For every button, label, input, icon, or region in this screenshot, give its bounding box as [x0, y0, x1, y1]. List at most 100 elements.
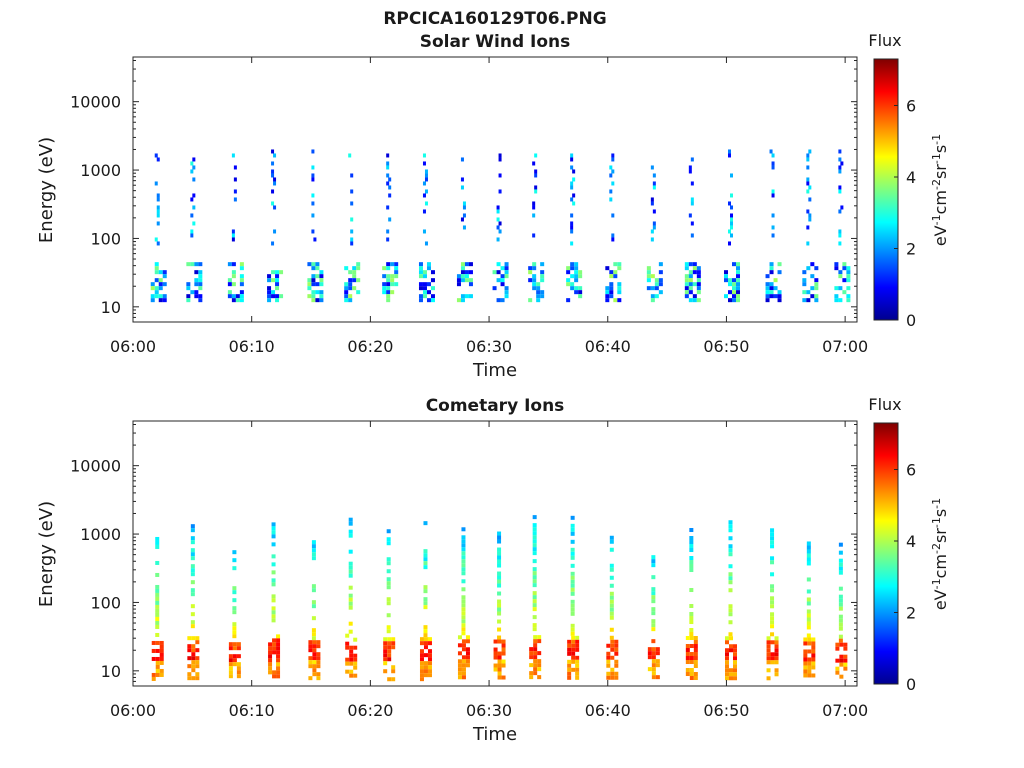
heatmap-cell	[652, 173, 656, 178]
heatmap-cell	[316, 672, 321, 677]
x-axis-label: Time	[472, 724, 517, 745]
heatmap-cell	[468, 262, 473, 267]
heatmap-cell	[231, 282, 236, 287]
heatmap-cell	[532, 205, 536, 210]
heatmap-cell	[312, 652, 317, 657]
heatmap-cell	[311, 262, 316, 267]
heatmap-cell	[461, 663, 466, 668]
heatmap-cell	[349, 673, 354, 678]
heatmap-cell	[311, 552, 316, 557]
heatmap-cell	[353, 661, 358, 666]
heatmap-cell	[651, 639, 656, 644]
heatmap-cell	[352, 274, 357, 279]
heatmap-cell	[575, 643, 580, 648]
heatmap-cell	[272, 674, 277, 679]
heatmap-cell	[533, 647, 538, 652]
heatmap-cell	[268, 646, 273, 651]
heatmap-cell	[423, 637, 428, 642]
heatmap-cell	[427, 669, 432, 674]
colorbar-tick-label: 4	[906, 532, 916, 551]
heatmap-cell	[774, 648, 779, 653]
heatmap-cell	[311, 632, 316, 637]
heatmap-cell	[388, 177, 392, 182]
heatmap-cell	[606, 671, 611, 676]
heatmap-cell	[271, 189, 275, 194]
heatmap-cell	[501, 651, 506, 656]
heatmap-cell	[574, 290, 579, 295]
heatmap-cell	[271, 614, 276, 619]
heatmap-cell	[194, 262, 199, 267]
heatmap-cell	[311, 201, 315, 206]
heatmap-cell	[806, 553, 811, 558]
heatmap-cell	[609, 599, 614, 604]
heatmap-cell	[685, 648, 690, 653]
heatmap-cell	[271, 278, 276, 283]
heatmap-cell	[231, 153, 235, 158]
heatmap-cell	[308, 644, 313, 649]
heatmap-cell	[688, 274, 693, 279]
heatmap-cell	[233, 177, 237, 182]
heatmap-cell	[613, 270, 618, 275]
heatmap-cell	[838, 618, 843, 623]
heatmap-cell	[423, 561, 428, 566]
heatmap-cell	[504, 294, 509, 299]
heatmap-cell	[532, 278, 537, 283]
heatmap-cell	[387, 641, 392, 646]
heatmap-cell	[382, 290, 387, 295]
heatmap-cell	[688, 169, 692, 174]
heatmap-cell	[418, 282, 423, 287]
heatmap-cell	[646, 266, 651, 271]
heatmap-cell	[567, 643, 572, 648]
heatmap-cell	[834, 266, 839, 271]
heatmap-cell	[187, 644, 192, 649]
heatmap-cell	[155, 596, 160, 601]
heatmap-cell	[838, 286, 843, 291]
heatmap-cell	[685, 644, 690, 649]
heatmap-cell	[311, 213, 315, 218]
heatmap-cell	[684, 294, 689, 299]
heatmap-cell	[353, 673, 358, 678]
heatmap-cell	[236, 666, 241, 671]
heatmap-cell	[808, 197, 812, 202]
heatmap-cell	[356, 262, 361, 267]
heatmap-cell	[724, 278, 729, 283]
heatmap-cell	[383, 637, 388, 642]
heatmap-cell	[461, 627, 466, 632]
heatmap-cell	[461, 539, 466, 544]
heatmap-cell	[838, 241, 842, 246]
heatmap-cell	[570, 523, 575, 528]
heatmap-cell	[423, 629, 428, 634]
heatmap-cell	[769, 266, 774, 271]
heatmap-cell	[227, 294, 232, 299]
heatmap-cell	[497, 627, 502, 632]
heatmap-cell	[155, 664, 160, 669]
heatmap-cell	[390, 262, 395, 267]
heatmap-cell	[344, 286, 349, 291]
heatmap-cell	[693, 656, 698, 661]
heatmap-cell	[693, 652, 698, 657]
heatmap-cell	[273, 153, 277, 158]
heatmap-cell	[771, 193, 775, 198]
heatmap-cell	[655, 675, 660, 680]
heatmap-cell	[770, 640, 775, 645]
heatmap-cell	[652, 209, 656, 214]
heatmap-cell	[736, 294, 741, 299]
heatmap-cell	[427, 673, 432, 678]
heatmap-cell	[651, 623, 656, 628]
heatmap-cell	[308, 660, 313, 665]
heatmap-cell	[838, 270, 843, 275]
heatmap-cell	[457, 643, 462, 648]
heatmap-cell	[356, 266, 361, 271]
heatmap-cell	[316, 656, 321, 661]
heatmap-cell	[348, 533, 353, 538]
heatmap-cell	[232, 658, 237, 663]
heatmap-cell	[345, 661, 350, 666]
heatmap-cell	[424, 189, 428, 194]
heatmap-cell	[688, 213, 692, 218]
heatmap-cell	[609, 173, 613, 178]
heatmap-cell	[765, 298, 770, 303]
heatmap-cell	[159, 648, 164, 653]
heatmap-cell	[457, 635, 462, 640]
heatmap-cell	[271, 610, 276, 615]
heatmap-cell	[186, 262, 191, 267]
